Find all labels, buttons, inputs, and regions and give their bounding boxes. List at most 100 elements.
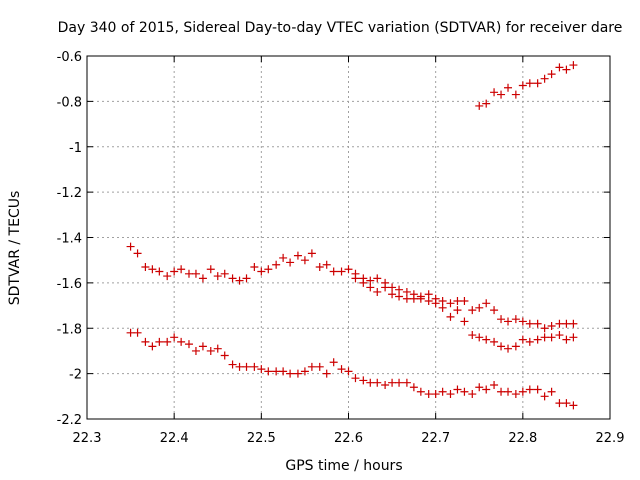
data-point [300, 367, 309, 376]
data-point [191, 269, 200, 278]
data-point [424, 297, 433, 306]
data-point [242, 274, 251, 283]
data-point [359, 278, 368, 287]
data-point [329, 267, 338, 276]
data-point [482, 299, 491, 308]
data-point [518, 81, 527, 90]
data-point [373, 287, 382, 296]
data-point [460, 317, 469, 326]
x-axis-tick-labels: 22.3 22.4 22.5 22.6 22.7 22.8 22.9 [73, 431, 625, 446]
data-point [547, 70, 556, 79]
data-point [307, 249, 316, 258]
data-point [424, 390, 433, 399]
data-point [438, 387, 447, 396]
data-point [184, 269, 193, 278]
data-point [518, 387, 527, 396]
x-axis-label: GPS time / hours [285, 458, 402, 474]
data-point [409, 294, 418, 303]
data-point [228, 360, 237, 369]
data-point [293, 369, 302, 378]
data-point [453, 385, 462, 394]
series-lower [126, 328, 578, 410]
data-point [416, 387, 425, 396]
data-point [163, 272, 172, 281]
data-point [220, 351, 229, 360]
data-point [373, 378, 382, 387]
data-point [388, 290, 397, 299]
data-point [468, 331, 477, 340]
x-tick-label: 22.6 [334, 431, 363, 446]
data-point [388, 378, 397, 387]
data-point [344, 265, 353, 274]
data-point [148, 265, 157, 274]
data-point [497, 342, 506, 351]
data-point [170, 333, 179, 342]
data-point [286, 258, 295, 267]
data-point [206, 265, 215, 274]
data-point [395, 292, 404, 301]
data-point [300, 256, 309, 265]
data-point [562, 335, 571, 344]
y-tick-label: -1.2 [57, 186, 82, 201]
data-point [351, 274, 360, 283]
data-point [497, 90, 506, 99]
data-point [381, 283, 390, 292]
series-middle-branch [351, 274, 469, 326]
data-point [228, 274, 237, 283]
grid-lines [87, 56, 610, 419]
data-points [126, 61, 578, 410]
data-point [475, 333, 484, 342]
data-point [482, 335, 491, 344]
data-point [395, 285, 404, 294]
data-point [518, 335, 527, 344]
data-point [257, 365, 266, 374]
data-point [475, 101, 484, 110]
y-axis-tick-labels: -0.6 -0.8 -1 -1.2 -1.4 -1.6 -1.8 -2 -2.2 [57, 50, 82, 428]
data-point [431, 390, 440, 399]
chart-title: Day 340 of 2015, Sidereal Day-to-day VTE… [58, 20, 623, 36]
data-point [569, 333, 578, 342]
data-point [453, 297, 462, 306]
data-point [366, 378, 375, 387]
data-point [490, 306, 499, 315]
data-point [402, 378, 411, 387]
series-middle [126, 242, 578, 333]
data-point [497, 387, 506, 396]
data-point [490, 380, 499, 389]
y-tick-label: -1.8 [57, 322, 82, 337]
data-point [163, 337, 172, 346]
data-point [133, 328, 142, 337]
y-tick-label: -1.4 [57, 232, 82, 247]
data-point [511, 342, 520, 351]
data-point [416, 294, 425, 303]
data-point [475, 383, 484, 392]
data-point [141, 262, 150, 271]
data-point [177, 265, 186, 274]
y-tick-label: -0.6 [57, 50, 82, 65]
data-point [198, 342, 207, 351]
data-point [235, 276, 244, 285]
data-point [126, 328, 135, 337]
data-point [155, 337, 164, 346]
data-point [272, 260, 281, 269]
axis-ticks [86, 55, 611, 420]
data-point [286, 369, 295, 378]
data-point [504, 83, 513, 92]
series-upper [475, 61, 578, 110]
y-axis-label: SDTVAR / TECUs [7, 191, 23, 306]
data-point [344, 367, 353, 376]
data-point [490, 337, 499, 346]
y-tick-label: -1 [69, 141, 82, 156]
data-point [235, 362, 244, 371]
data-point [191, 346, 200, 355]
data-point [220, 269, 229, 278]
x-tick-label: 22.9 [596, 431, 625, 446]
data-point [177, 337, 186, 346]
data-point [525, 79, 534, 88]
data-point [562, 65, 571, 74]
data-point [540, 74, 549, 83]
data-point [250, 362, 259, 371]
data-point [468, 390, 477, 399]
x-tick-label: 22.5 [247, 431, 276, 446]
